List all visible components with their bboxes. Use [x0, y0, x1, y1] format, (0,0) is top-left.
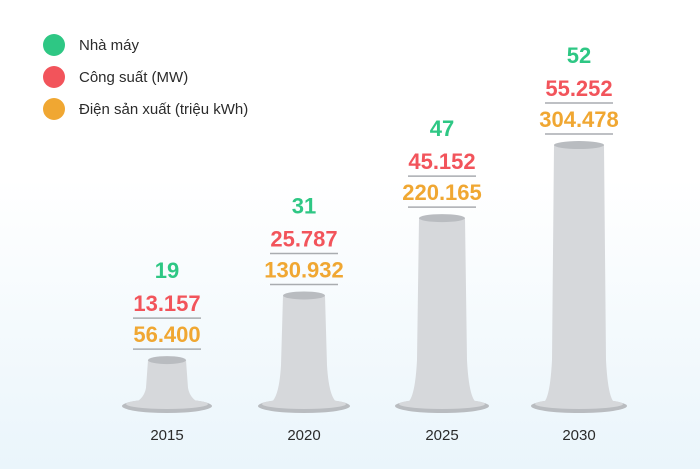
data-label: 19 — [155, 258, 179, 283]
data-label: 31 — [292, 193, 316, 218]
chimney-bar — [543, 145, 615, 403]
data-label: 304.478 — [539, 107, 619, 132]
x-tick-label: 2025 — [425, 427, 458, 444]
x-tick-label: 2015 — [150, 427, 183, 444]
chimney-bar — [134, 360, 200, 403]
chimney-top — [554, 141, 604, 150]
data-label: 13.157 — [133, 291, 200, 316]
chimney-top — [419, 214, 465, 223]
data-label: 47 — [430, 116, 454, 141]
x-tick-label: 2020 — [287, 427, 320, 444]
data-label: 56.400 — [133, 322, 200, 347]
value-labels: 56.400 13.157 19 130.932 25.787 31 220.165 45.1… — [133, 43, 619, 350]
legend-dot — [43, 34, 65, 56]
legend-entry: Điện sản xuất (triệu kWh) — [79, 101, 248, 118]
legend-entry: Công suất (MW) — [79, 69, 188, 86]
legend-entry: Nhà máy — [79, 37, 140, 54]
data-label: 25.787 — [270, 226, 337, 251]
data-label: 52 — [567, 43, 591, 68]
chimney-bar — [407, 218, 477, 403]
chimney-top — [148, 356, 186, 365]
data-label: 130.932 — [264, 257, 344, 282]
legend-dot — [43, 98, 65, 120]
x-tick-labels: 2015 2020 2025 2030 — [150, 427, 595, 444]
data-label: 220.165 — [402, 180, 482, 205]
chimney-bars — [122, 141, 627, 413]
x-tick-label: 2030 — [562, 427, 595, 444]
legend: Nhà máy Công suất (MW) Điện sản xuất (triệ… — [43, 34, 248, 120]
legend-dot — [43, 66, 65, 88]
data-label: 55.252 — [545, 76, 612, 101]
chimney-bar — [270, 295, 338, 403]
chimney-top — [283, 291, 325, 300]
data-label: 45.152 — [408, 149, 475, 174]
